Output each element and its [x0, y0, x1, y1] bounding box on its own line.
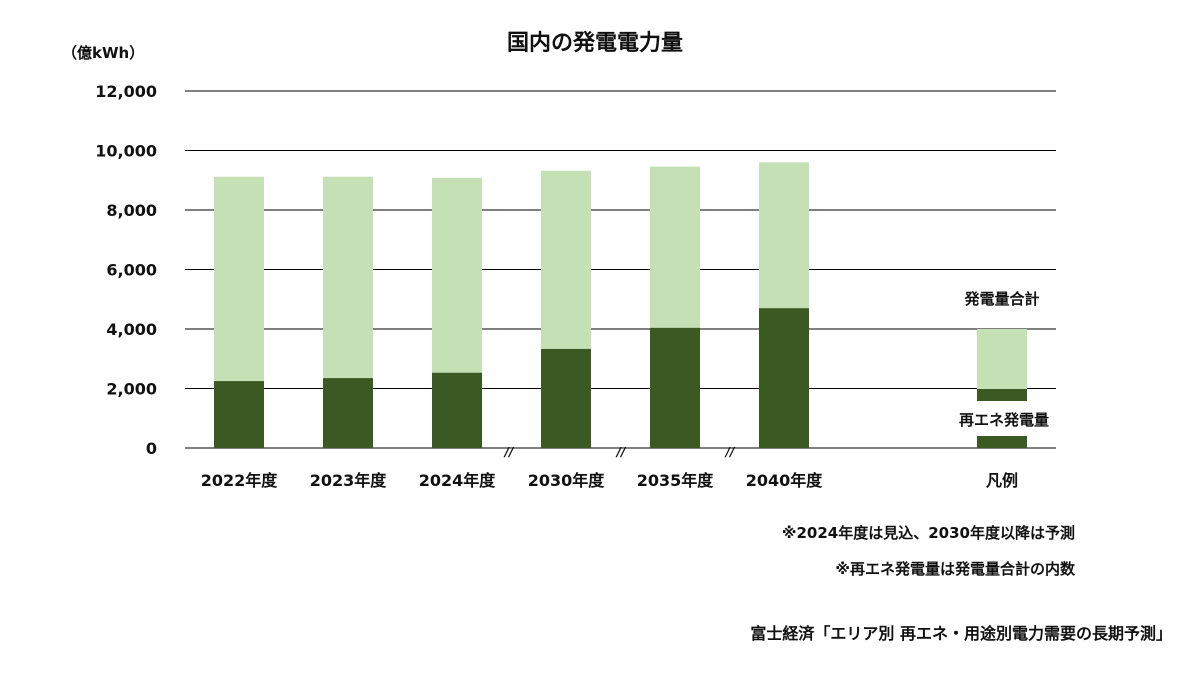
legend-title: 凡例 [986, 471, 1018, 490]
source-citation: 富士経済「エリア別 再エネ・用途別電力需要の長期予測」 [750, 624, 1172, 643]
legend-swatch-renewable [977, 436, 1027, 448]
axis-break-mark: // [615, 445, 627, 459]
bar-total-remainder [323, 176, 373, 379]
y-tick-label: 10,000 [95, 142, 157, 161]
bar-renewable [650, 327, 700, 448]
note-subset: ※再エネ発電量は発電量合計の内数 [835, 560, 1075, 578]
bar-total-remainder [214, 176, 264, 382]
axis-break-mark: // [724, 445, 736, 459]
x-axis-tick-labels: 2022年度 2023年度 2024年度 2030年度 2035年度 2040年度 [201, 471, 824, 490]
bar-total-remainder [759, 162, 809, 309]
bar-renewable [759, 308, 809, 448]
y-axis-unit-label: （億kWh） [62, 44, 144, 62]
note-forecast: ※2024年度は見込、2030年度以降は予測 [781, 524, 1075, 542]
bar-renewable [323, 378, 373, 448]
x-tick-label: 2024年度 [419, 471, 497, 490]
legend-swatch-total-base [977, 389, 1027, 401]
x-tick-label: 2030年度 [528, 471, 606, 490]
x-tick-label: 2022年度 [201, 471, 279, 490]
x-tick-label: 2040年度 [746, 471, 824, 490]
x-tick-label: 2023年度 [310, 471, 388, 490]
axis-break-mark: // [503, 445, 515, 459]
chart-title: 国内の発電電力量 [507, 31, 683, 56]
y-tick-label: 12,000 [95, 82, 157, 101]
y-tick-label: 0 [146, 439, 157, 458]
legend-swatch-total [977, 329, 1027, 389]
bar-total-remainder [541, 170, 591, 349]
y-tick-label: 2,000 [106, 380, 157, 399]
y-tick-label: 8,000 [106, 201, 157, 220]
axis-break-marks: // // // [503, 445, 736, 459]
y-tick-label: 4,000 [106, 320, 157, 339]
bars [214, 162, 809, 448]
bar-renewable [214, 381, 264, 448]
y-axis-tick-labels: 0 2,000 4,000 6,000 8,000 10,000 12,000 [95, 82, 157, 458]
gridlines [185, 90, 1056, 449]
x-tick-label: 2035年度 [637, 471, 715, 490]
y-tick-label: 6,000 [106, 261, 157, 280]
bar-renewable [541, 348, 591, 448]
bar-total-remainder [432, 177, 482, 373]
legend-label-total: 発電量合計 [963, 290, 1039, 308]
bar-renewable [432, 372, 482, 448]
bar-total-remainder [650, 166, 700, 328]
legend-label-renewable: 再エネ発電量 [959, 411, 1049, 429]
